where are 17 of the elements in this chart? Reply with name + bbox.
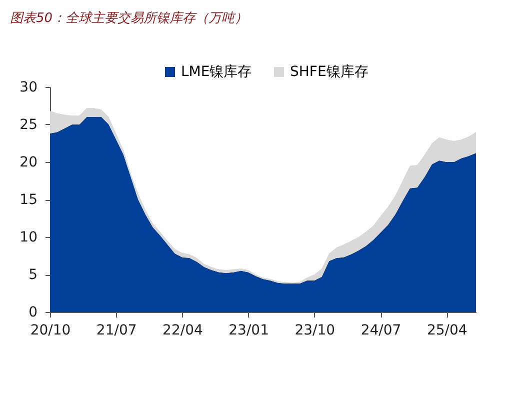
- chart-title: 图表50：全球主要交易所镍库存（万吨）: [10, 10, 248, 26]
- x-tick-label: 24/07: [360, 322, 402, 338]
- y-tick-label: 20: [20, 154, 38, 170]
- x-tick-label: 23/01: [228, 322, 269, 338]
- y-tick-label: 5: [28, 267, 38, 283]
- y-tick-label: 30: [20, 80, 38, 96]
- x-tick-label: 25/04: [426, 322, 468, 338]
- x-tick-label: 22/04: [162, 322, 203, 338]
- y-tick-label: 15: [20, 192, 38, 208]
- x-tick-label: 20/10: [30, 322, 71, 338]
- legend-label: SHFE镍库存: [290, 64, 368, 80]
- y-tick-label: 10: [20, 230, 38, 246]
- y-tick-label: 0: [28, 304, 38, 320]
- legend-label: LME镍库存: [181, 64, 252, 80]
- x-tick-label: 21/07: [96, 322, 137, 338]
- y-tick-label: 25: [20, 117, 38, 133]
- x-tick-label: 23/10: [294, 322, 336, 338]
